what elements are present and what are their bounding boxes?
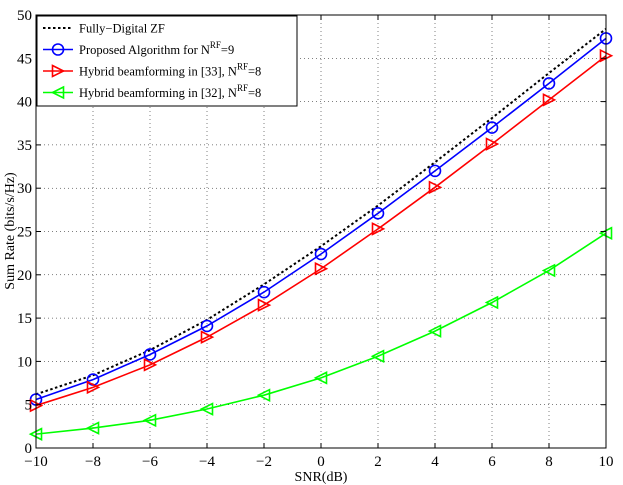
data-point-marker: [85, 421, 100, 435]
y-tick-label: 20: [17, 268, 32, 284]
data-point-marker: [143, 348, 157, 361]
legend-marker: [51, 64, 66, 78]
data-point-marker: [371, 207, 385, 220]
x-axis-label: SNR(dB): [295, 470, 348, 485]
data-point-marker: [428, 164, 442, 178]
data-point-marker: [257, 285, 271, 299]
data-point-marker: [542, 77, 556, 90]
data-point-marker: [142, 413, 157, 428]
series-line: [35, 55, 607, 407]
legend-box: [36, 15, 298, 107]
data-point-marker: [541, 263, 556, 278]
y-tick-label: 50: [17, 8, 32, 24]
legend-label-superscript: RF: [237, 62, 248, 72]
y-tick-label: 45: [17, 51, 32, 67]
legend-label-main: Proposed Algorithm for N: [79, 43, 210, 57]
x-tick-label: −2: [256, 454, 272, 470]
data-point-marker: [200, 330, 215, 344]
y-tick-label: 30: [17, 181, 32, 197]
data-point-marker: [484, 295, 499, 310]
series-line: [35, 37, 607, 401]
x-tick-label: 0: [317, 454, 325, 470]
y-tick-label: 35: [17, 138, 32, 154]
legend-entry: Fully−Digital ZF: [43, 22, 165, 36]
series-3: [29, 48, 614, 413]
series-line: [35, 28, 607, 396]
legend-label-main: Fully−Digital ZF: [79, 22, 165, 36]
legend-label: Proposed Algorithm for NRF=9: [79, 40, 234, 57]
y-tick-label: 10: [17, 354, 32, 370]
legend-marker: [51, 43, 65, 56]
x-tick-label: 2: [374, 454, 382, 470]
legend-label-superscript: RF: [237, 83, 248, 93]
legend-marker: [50, 85, 65, 100]
legend-entry: Proposed Algorithm for NRF=9: [43, 40, 234, 57]
x-tick-label: 10: [599, 454, 614, 470]
data-point-marker: [86, 380, 101, 395]
legend-label: Fully−Digital ZF: [79, 22, 165, 36]
data-point-marker: [200, 319, 214, 333]
series-lines: [28, 28, 614, 441]
legend-entry: Hybrid beamforming in [32], NRF=8: [43, 83, 261, 100]
data-point-marker: [485, 121, 499, 134]
x-tick-label: −6: [142, 454, 158, 470]
data-point-marker: [256, 388, 271, 402]
data-point-marker: [143, 358, 158, 372]
data-point-marker: [199, 402, 214, 416]
legend-label-main: Hybrid beamforming in [32], N: [79, 86, 237, 100]
legend-label-tail: =8: [248, 86, 261, 100]
data-point-marker: [370, 349, 385, 363]
x-tick-label: −8: [85, 454, 101, 470]
data-point-marker: [314, 261, 329, 276]
data-point-marker: [313, 371, 328, 385]
y-tick-label: 40: [17, 95, 32, 111]
series-line: [35, 232, 607, 435]
data-point-marker: [257, 298, 272, 312]
x-tick-label: 8: [545, 454, 553, 470]
legend: Fully−Digital ZF Proposed Algorithm for N…: [36, 15, 298, 107]
axis-ticks: −10 −8 −6 −4 −2 0 2 4 6 8 10 0 5 10 15 20 25 30 35 40 45 50: [17, 8, 614, 470]
x-tick-label: 4: [431, 454, 439, 470]
legend-label-tail: =8: [248, 65, 261, 79]
data-point-marker: [314, 247, 328, 261]
data-point-marker: [485, 137, 500, 151]
legend-label-tail: =9: [221, 43, 234, 57]
data-point-marker: [428, 180, 443, 195]
y-tick-label: 15: [17, 311, 32, 327]
data-point-marker: [371, 222, 386, 236]
legend-label: Hybrid beamforming in [32], NRF=8: [79, 83, 261, 100]
x-tick-label: −10: [24, 454, 47, 470]
legend-label-main: Hybrid beamforming in [33], N: [79, 65, 237, 79]
y-tick-label: 0: [25, 441, 33, 457]
legend-label: Hybrid beamforming in [33], NRF=8: [79, 62, 261, 79]
y-tick-label: 25: [17, 225, 32, 241]
series-1: [35, 28, 607, 396]
legend-label-superscript: RF: [210, 40, 221, 50]
x-tick-label: 6: [488, 454, 496, 470]
legend-entry: Hybrid beamforming in [33], NRF=8: [43, 62, 261, 79]
x-tick-label: −4: [199, 454, 215, 470]
data-point-marker: [542, 93, 557, 107]
y-tick-label: 5: [25, 398, 33, 414]
data-point-marker: [427, 324, 442, 338]
y-axis-label: Sum Rate (bits/s/Hz): [3, 172, 18, 290]
